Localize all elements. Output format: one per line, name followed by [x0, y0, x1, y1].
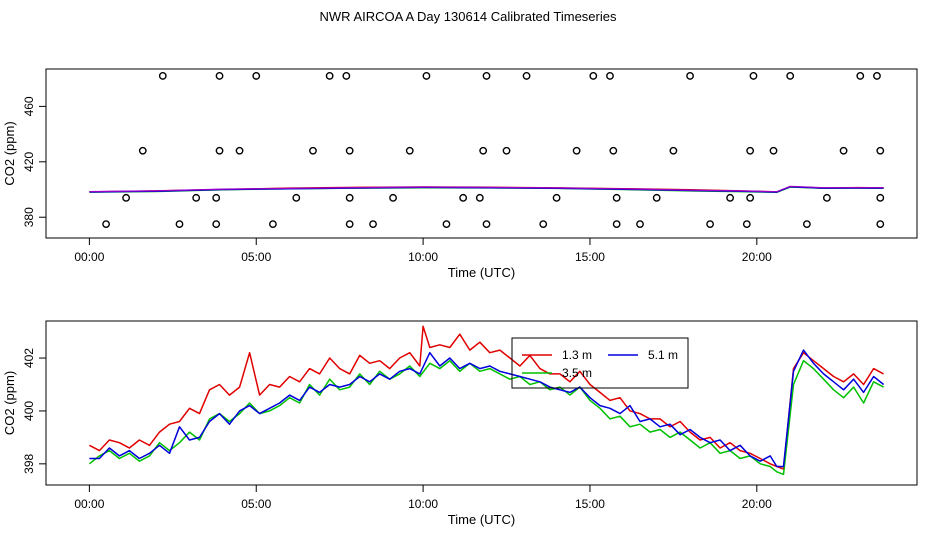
calibration-point	[212, 193, 221, 202]
x-tick-label: 20:00	[742, 497, 772, 511]
calibration-point	[345, 146, 354, 155]
calibration-point	[252, 72, 261, 80]
calibration-point	[102, 220, 110, 229]
y-tick-label: 402	[22, 348, 36, 368]
calibration-point	[158, 72, 167, 80]
y-tick-label: 400	[22, 401, 36, 421]
calibration-point	[746, 146, 755, 155]
legend: 1.3 m 5.1 m 3.5 m	[511, 337, 689, 389]
calibration-point	[589, 72, 598, 80]
calibration-point	[369, 220, 377, 229]
calibration-point	[786, 72, 795, 80]
x-tick-label: 20:00	[742, 250, 772, 264]
calibration-point	[215, 146, 224, 155]
calibration-point	[309, 146, 317, 155]
calibration-point	[482, 72, 491, 80]
calibration-point	[572, 146, 581, 155]
calibration-point	[522, 72, 531, 80]
y-tick-label: 420	[22, 151, 36, 171]
y-tick-label: 398	[22, 454, 36, 474]
x-tick-label: 00:00	[74, 497, 104, 511]
calibration-point	[686, 72, 694, 80]
page-title: NWR AIRCOA A Day 130614 Calibrated Times…	[319, 9, 617, 24]
calibration-point	[652, 193, 661, 202]
calibration-point	[192, 193, 201, 202]
legend-label: 1.3 m	[562, 348, 592, 362]
y-axis-title: CO2 (ppm)	[2, 121, 17, 185]
calibration-point	[876, 220, 885, 229]
x-tick-label: 00:00	[74, 250, 104, 264]
legend-label: 5.1 m	[648, 348, 678, 362]
legend-entry: 3.5 m	[522, 366, 592, 380]
calibration-point	[669, 146, 678, 155]
calibration-point	[876, 193, 885, 202]
calibration-point	[475, 193, 484, 202]
calibration-point	[405, 146, 414, 155]
calibration-point	[345, 193, 354, 202]
calibration-point	[552, 193, 561, 202]
calibration-point	[442, 220, 451, 229]
x-tick-label: 05:00	[241, 250, 271, 264]
calibration-point	[325, 72, 334, 80]
series-line-overlay	[89, 185, 884, 193]
chart-panel-bottom: 00:00 05:00 10:00 15:00 20:00 398 400 402 Time (…	[2, 320, 918, 527]
calibration-point	[422, 72, 431, 80]
calibration-point	[482, 220, 491, 229]
x-tick-label: 15:00	[575, 250, 605, 264]
y-tick-label: 460	[22, 96, 36, 116]
calibration-point	[539, 220, 548, 229]
x-axis-title: Time (UTC)	[448, 512, 515, 527]
series-line-1-3-m	[89, 325, 884, 470]
calibration-point	[212, 220, 221, 229]
calibration-point	[502, 146, 511, 155]
series-line-5-1-m	[89, 349, 885, 468]
calibration-point	[769, 146, 778, 155]
calibration-point	[342, 72, 351, 80]
calibration-point	[459, 193, 468, 202]
calibration-point	[269, 220, 277, 229]
legend-box	[511, 337, 689, 389]
calibration-point	[138, 146, 147, 155]
calibration-point	[746, 193, 755, 202]
calibration-point	[292, 193, 301, 202]
calibration-point	[606, 72, 614, 80]
legend-entry: 1.3 m	[522, 348, 592, 362]
calibration-point	[479, 146, 488, 155]
calibration-point	[839, 146, 848, 155]
calibration-point	[876, 146, 885, 155]
calibration-point	[215, 72, 224, 80]
y-axis-title: CO2 (ppm)	[2, 371, 17, 435]
calibration-point	[636, 220, 644, 229]
calibration-point	[235, 146, 244, 155]
x-axis-title: Time (UTC)	[448, 265, 515, 280]
plot-frame	[45, 320, 918, 486]
calibration-point	[612, 220, 621, 229]
calibration-point	[706, 220, 714, 229]
x-tick-label: 10:00	[408, 497, 438, 511]
calibration-point	[802, 220, 811, 229]
chart-panel-top: 00:00 05:00 10:00 15:00 20:00 380 420 460 Time (…	[2, 68, 918, 280]
y-tick-label: 380	[22, 207, 36, 227]
calibration-point	[742, 220, 751, 229]
calibration-point	[609, 146, 618, 155]
calibration-point	[856, 72, 865, 80]
x-tick-label: 10:00	[408, 250, 438, 264]
series-line-3-5-m	[88, 359, 884, 476]
calibration-point	[822, 193, 831, 202]
calibration-point	[749, 72, 758, 80]
plot-frame	[45, 68, 918, 239]
calibration-point	[345, 220, 354, 229]
calibration-point	[175, 220, 184, 229]
calibration-point	[122, 193, 130, 202]
legend-entry: 5.1 m	[608, 348, 678, 362]
calibration-point	[389, 193, 397, 202]
x-tick-label: 15:00	[575, 497, 605, 511]
calibration-point	[873, 72, 881, 80]
legend-label: 3.5 m	[562, 366, 592, 380]
calibration-point	[726, 193, 735, 202]
x-tick-label: 05:00	[241, 497, 271, 511]
calibration-point	[612, 193, 621, 202]
